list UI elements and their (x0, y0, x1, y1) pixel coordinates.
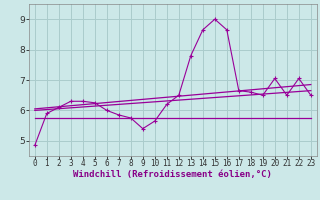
X-axis label: Windchill (Refroidissement éolien,°C): Windchill (Refroidissement éolien,°C) (73, 170, 272, 179)
